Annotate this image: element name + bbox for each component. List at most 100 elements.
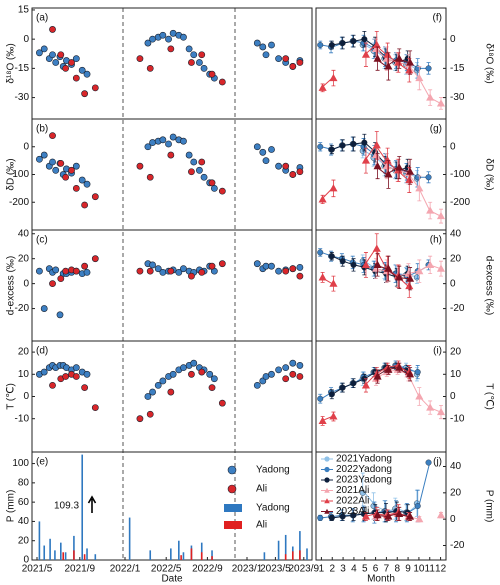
bar <box>180 555 182 560</box>
data-point <box>282 375 290 383</box>
data-point <box>282 267 290 275</box>
data-point <box>372 141 381 149</box>
data-point <box>136 267 144 275</box>
data-point <box>175 269 183 276</box>
data-point <box>154 381 162 389</box>
bar <box>128 517 131 560</box>
data-point <box>318 273 327 281</box>
data-point <box>180 137 187 145</box>
data-point <box>361 139 368 146</box>
data-point <box>36 49 43 57</box>
x-tick-label: 12 <box>435 564 447 575</box>
data-point <box>289 171 297 178</box>
data-point <box>361 36 368 43</box>
data-point <box>91 255 99 263</box>
legend-marker <box>324 508 330 514</box>
y-tick-label: 0 <box>450 391 456 402</box>
x-tick-label: 8 <box>394 564 400 575</box>
bar <box>299 531 301 560</box>
x-axis-title: Month <box>367 574 395 585</box>
y-tick-label: 60 <box>18 497 30 508</box>
bar-value-label: 109.3 <box>54 501 79 512</box>
bar <box>299 550 301 560</box>
y-axis-title: δ¹⁸O (‰) <box>483 43 494 83</box>
series-line <box>375 264 409 280</box>
data-point <box>317 143 324 150</box>
bar <box>149 550 152 560</box>
y-axis-title: P (mm) <box>483 490 494 523</box>
bar <box>64 552 67 560</box>
legend-label: Yadong <box>256 503 290 514</box>
legend-label: 2023Yadong <box>336 475 392 486</box>
data-point <box>159 269 167 276</box>
data-point <box>350 380 357 387</box>
data-point <box>414 369 421 376</box>
plot-frame <box>315 7 447 120</box>
data-point <box>405 281 414 290</box>
data-point <box>57 275 65 283</box>
data-point <box>62 373 70 380</box>
data-point <box>384 365 393 373</box>
data-point <box>328 391 335 398</box>
data-point <box>275 267 282 275</box>
data-point <box>149 139 156 146</box>
y-tick-label: 40 <box>18 228 30 239</box>
data-point <box>425 459 432 466</box>
data-point <box>144 39 152 47</box>
y-tick-label: 20 <box>450 487 462 498</box>
y-axis-title: δD (‰) <box>6 158 17 190</box>
data-point <box>296 362 304 369</box>
data-point <box>208 384 216 392</box>
bar <box>94 554 97 560</box>
data-point <box>372 40 381 49</box>
data-point <box>425 65 432 72</box>
data-point <box>68 59 75 66</box>
data-point <box>188 59 195 66</box>
legend-marker <box>324 466 330 473</box>
data-point <box>373 260 382 268</box>
data-point <box>282 364 290 372</box>
data-point <box>165 35 172 43</box>
x-tick-label: 2021/5 <box>22 564 53 575</box>
y-tick-label: 0 <box>23 391 29 402</box>
x-tick-label: 2021/9 <box>65 564 96 575</box>
y-tick-label: -100 <box>450 169 470 180</box>
data-point <box>436 264 446 272</box>
data-point <box>146 267 154 275</box>
data-point <box>188 272 195 280</box>
data-point <box>159 377 167 385</box>
data-point <box>52 266 60 274</box>
data-point <box>49 132 56 140</box>
data-point <box>190 51 198 59</box>
data-point <box>328 514 335 521</box>
series-line <box>375 513 409 518</box>
data-point <box>373 510 382 519</box>
y-tick-label: -15 <box>15 63 30 74</box>
data-point <box>81 90 89 98</box>
panel-label: (j) <box>433 457 442 468</box>
y-tick-label: 10 <box>18 369 30 380</box>
y-tick-label: -30 <box>15 92 30 103</box>
data-point <box>339 40 346 47</box>
data-point <box>328 253 335 260</box>
data-point <box>36 267 43 275</box>
y-tick-label: 20 <box>18 253 30 264</box>
legend-marker <box>324 498 330 504</box>
data-point <box>253 381 261 389</box>
data-point <box>169 370 177 378</box>
data-point <box>188 370 195 378</box>
data-point <box>395 509 404 517</box>
x-tick-label: 2023/5 <box>260 564 291 575</box>
x-tick-label: 11 <box>425 564 436 575</box>
data-point <box>159 136 167 144</box>
data-point <box>318 195 327 203</box>
annotation-arrow <box>87 495 97 513</box>
y-tick-label: 15 <box>18 5 30 16</box>
data-point <box>72 162 80 170</box>
legend-label: 2021Yadong <box>336 454 392 465</box>
panel-label: (a) <box>36 13 48 24</box>
bar <box>211 550 213 560</box>
x-tick-label: 6 <box>373 564 379 575</box>
data-point <box>275 162 282 170</box>
data-point <box>210 375 218 383</box>
